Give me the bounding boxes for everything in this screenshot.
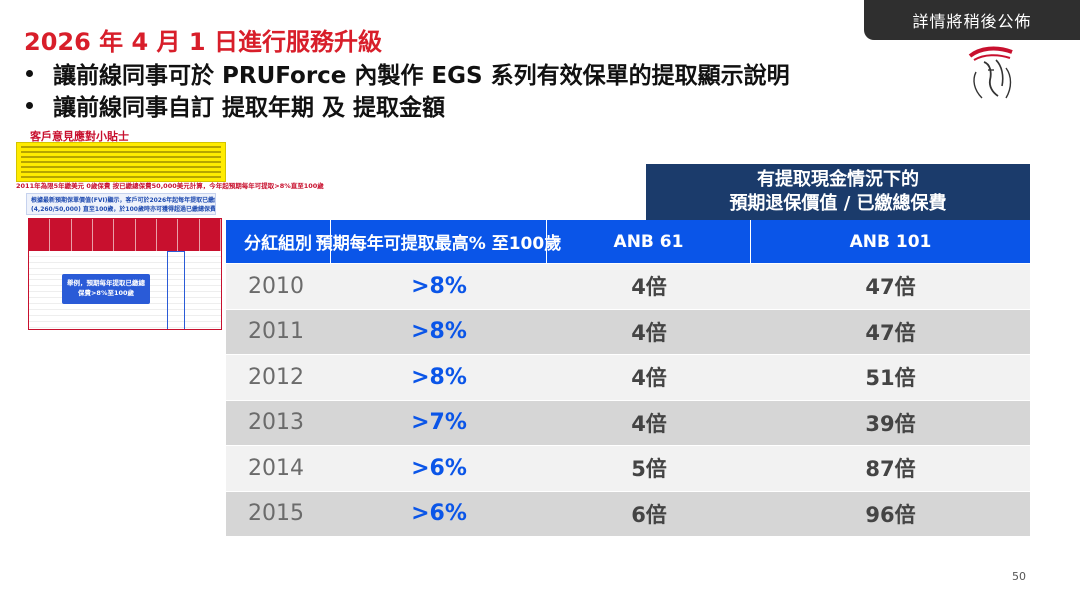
cell-anb61: 4倍 bbox=[631, 411, 667, 436]
cell-anb61: 4倍 bbox=[631, 320, 667, 345]
column-header-anb-101: ANB 101 bbox=[849, 231, 932, 252]
cell-year: 2013 bbox=[248, 410, 304, 436]
cell-anb101: 87倍 bbox=[865, 457, 916, 482]
table-row: 2010 >8% 4倍 47倍 bbox=[226, 264, 1030, 310]
fvi-line-1: 根據最新預期保單價值(FVI)顯示，客戶可於2026年起每年提取已繳總保費>8% bbox=[31, 197, 215, 204]
cell-anb61: 5倍 bbox=[631, 457, 667, 482]
cell-anb101: 47倍 bbox=[865, 275, 916, 300]
table-row: 2013 >7% 4倍 39倍 bbox=[226, 400, 1030, 446]
cell-anb61: 4倍 bbox=[631, 275, 667, 300]
page-number: 50 bbox=[1012, 570, 1026, 583]
callout-box: 舉例，預期每年提取已繳總保費>8%至100歲 bbox=[62, 274, 150, 304]
prudential-lady-logo-icon bbox=[968, 46, 1013, 99]
column-header-max-withdrawal: 預期每年可提取最高% 至100歲 bbox=[316, 220, 561, 263]
fvi-line-2: (4,260/50,000) 直至100歲，於100歲時亦可獲得超過已繳總保費4… bbox=[31, 206, 216, 213]
cell-year: 2014 bbox=[248, 455, 304, 481]
cell-anb101: 96倍 bbox=[865, 502, 916, 527]
fvi-note: 根據最新預期保單價值(FVI)顯示，客戶可於2026年起每年提取已繳總保費>8%… bbox=[26, 193, 216, 215]
bullet-text-1: 讓前線同事可於 PRUForce 內製作 EGS 系列有效保單的提取顯示說明 bbox=[53, 63, 790, 89]
cell-anb101: 51倍 bbox=[865, 366, 916, 391]
table-row: 2014 >6% 5倍 87倍 bbox=[226, 446, 1030, 492]
column-header-anb-61: ANB 61 bbox=[547, 220, 751, 263]
cell-pct: >7% bbox=[411, 410, 467, 436]
cell-pct: >6% bbox=[411, 501, 467, 527]
highlight-column bbox=[167, 251, 185, 329]
table-row: 2012 >8% 4倍 51倍 bbox=[226, 355, 1030, 401]
cell-pct: >8% bbox=[411, 364, 467, 390]
tips-title: 客戶意見應對小貼士 bbox=[30, 130, 129, 143]
cell-anb101: 39倍 bbox=[865, 411, 916, 436]
column-header-bonus-group: 分紅組別 bbox=[226, 220, 331, 263]
example-line: 2011年為限5年繳美元 0歲保費 按已繳總保費50,000美元計算，今年起預期… bbox=[16, 182, 324, 190]
cell-anb61: 4倍 bbox=[631, 366, 667, 391]
cell-anb101: 47倍 bbox=[865, 320, 916, 345]
table-group-header: 有提取現金情況下的 預期退保價值 / 已繳總保費 bbox=[646, 164, 1030, 220]
bullet-item-1: 讓前線同事可於 PRUForce 內製作 EGS 系列有效保單的提取顯示說明 bbox=[26, 56, 790, 90]
table-header-row: 分紅組別 預期每年可提取最高% 至100歲 ANB 61 ANB 101 bbox=[226, 220, 1030, 264]
bullet-item-2: 讓前線同事自訂 提取年期 及 提取金額 bbox=[26, 88, 445, 122]
cell-year: 2012 bbox=[248, 364, 304, 390]
table-row: 2011 >8% 4倍 47倍 bbox=[226, 309, 1030, 355]
group-header-line-1: 有提取現金情況下的 bbox=[757, 169, 919, 190]
cell-year: 2010 bbox=[248, 273, 304, 299]
cell-year: 2011 bbox=[248, 319, 304, 345]
announcement-badge: 詳情將稍後公佈 bbox=[864, 0, 1080, 40]
tips-box bbox=[16, 142, 226, 182]
reference-thumbnail: 客戶意見應對小貼士 2011年為限5年繳美元 0歲保費 按已繳總保費50,000… bbox=[16, 128, 324, 348]
group-header-line-2: 預期退保價值 / 已繳總保費 bbox=[729, 193, 947, 214]
bullet-text-2: 讓前線同事自訂 提取年期 及 提取金額 bbox=[53, 95, 446, 121]
bullet-dot-icon bbox=[26, 69, 33, 77]
cell-year: 2015 bbox=[248, 501, 304, 527]
cell-pct: >6% bbox=[411, 455, 467, 481]
bullet-dot-icon bbox=[26, 101, 33, 109]
page-title: 2026 年 4 月 1 日進行服務升級 bbox=[24, 28, 382, 56]
cell-anb61: 6倍 bbox=[631, 502, 667, 527]
cell-pct: >8% bbox=[411, 319, 467, 345]
cell-pct: >8% bbox=[411, 273, 467, 299]
table-row: 2015 >6% 6倍 96倍 bbox=[226, 491, 1030, 537]
withdrawal-table: 分紅組別 預期每年可提取最高% 至100歲 ANB 61 ANB 101 201… bbox=[226, 220, 1030, 537]
